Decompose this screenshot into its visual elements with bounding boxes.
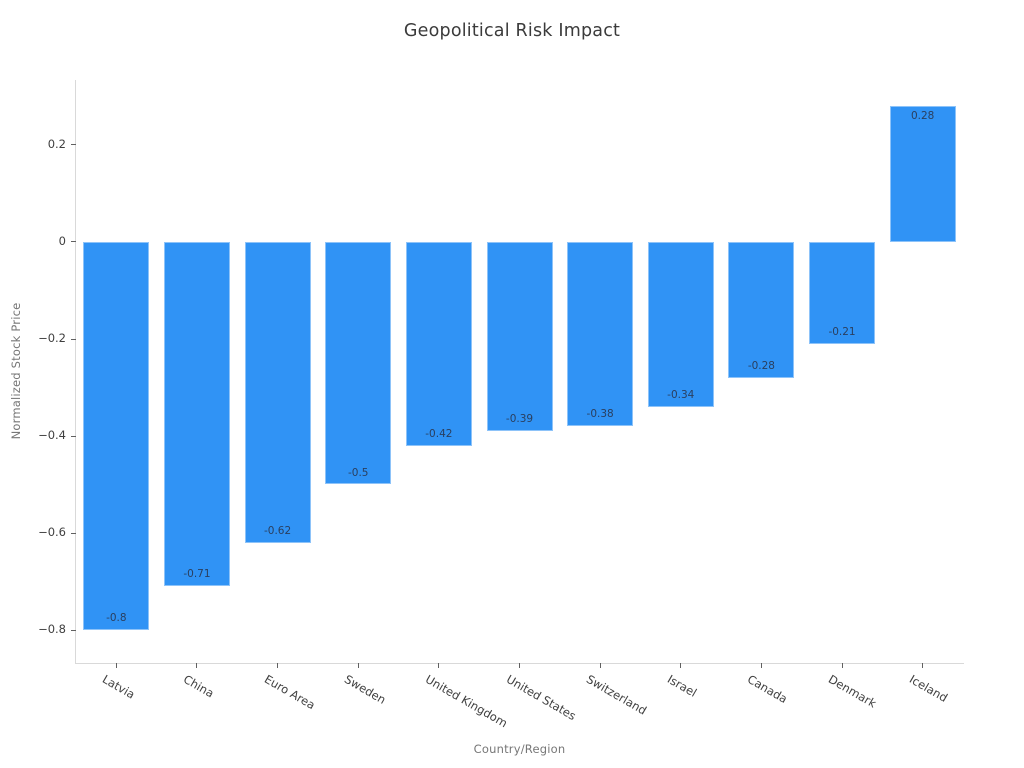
x-tick-label: Euro Area [261, 672, 318, 713]
x-tick-label: Switzerland [584, 672, 650, 718]
bar [567, 241, 634, 427]
y-tick-label: −0.8 [38, 622, 66, 637]
bar [83, 241, 150, 630]
plot-area: 0.2 0 −0.2 −0.4 −0.6 −0.8 -0.8 Latvia -0.71 China… [38, 80, 963, 730]
x-tick [438, 663, 440, 668]
x-axis-title: Country/Region [473, 742, 566, 756]
x-tick-label: Latvia [100, 672, 138, 702]
x-tick [760, 663, 762, 668]
bar [405, 241, 472, 446]
y-tick-label: −0.4 [38, 428, 66, 442]
bar [486, 241, 553, 432]
y-tick-label: −0.6 [38, 525, 66, 539]
x-tick [922, 663, 924, 668]
x-tick-label: China [180, 672, 217, 701]
y-tick-label: 0 [58, 233, 66, 248]
x-tick-label: Israel [664, 672, 699, 700]
y-axis-title: Normalized Stock Price [9, 302, 23, 440]
y-tick [71, 532, 76, 534]
x-tick [196, 663, 198, 668]
bar [244, 241, 311, 543]
x-tick [599, 663, 601, 668]
bar [647, 241, 714, 407]
bar [163, 241, 230, 587]
x-tick [841, 663, 843, 668]
bar [325, 241, 392, 485]
x-tick-label: Canada [745, 672, 791, 707]
x-tick-label: United Kingdom [422, 672, 510, 731]
x-tick [277, 663, 279, 668]
y-tick-label: −0.2 [38, 331, 66, 345]
x-tick-label: Iceland [906, 672, 950, 705]
y-tick [71, 144, 76, 146]
x-tick [115, 663, 117, 668]
y-axis-line [75, 80, 76, 664]
y-tick [71, 241, 76, 243]
x-tick [519, 663, 520, 668]
chart-title: Geopolitical Risk Impact [403, 21, 621, 41]
y-tick [71, 338, 76, 340]
bar [809, 241, 876, 344]
y-tick-label: 0.2 [47, 136, 66, 151]
bar [889, 106, 956, 242]
x-tick-label: Sweden [342, 672, 389, 707]
y-tick [71, 435, 76, 437]
x-tick [357, 663, 359, 668]
x-tick [680, 663, 682, 668]
y-tick [71, 629, 76, 631]
bar [728, 241, 795, 378]
x-tick-label: United States [503, 672, 578, 724]
x-tick-label: Denmark [826, 672, 879, 711]
